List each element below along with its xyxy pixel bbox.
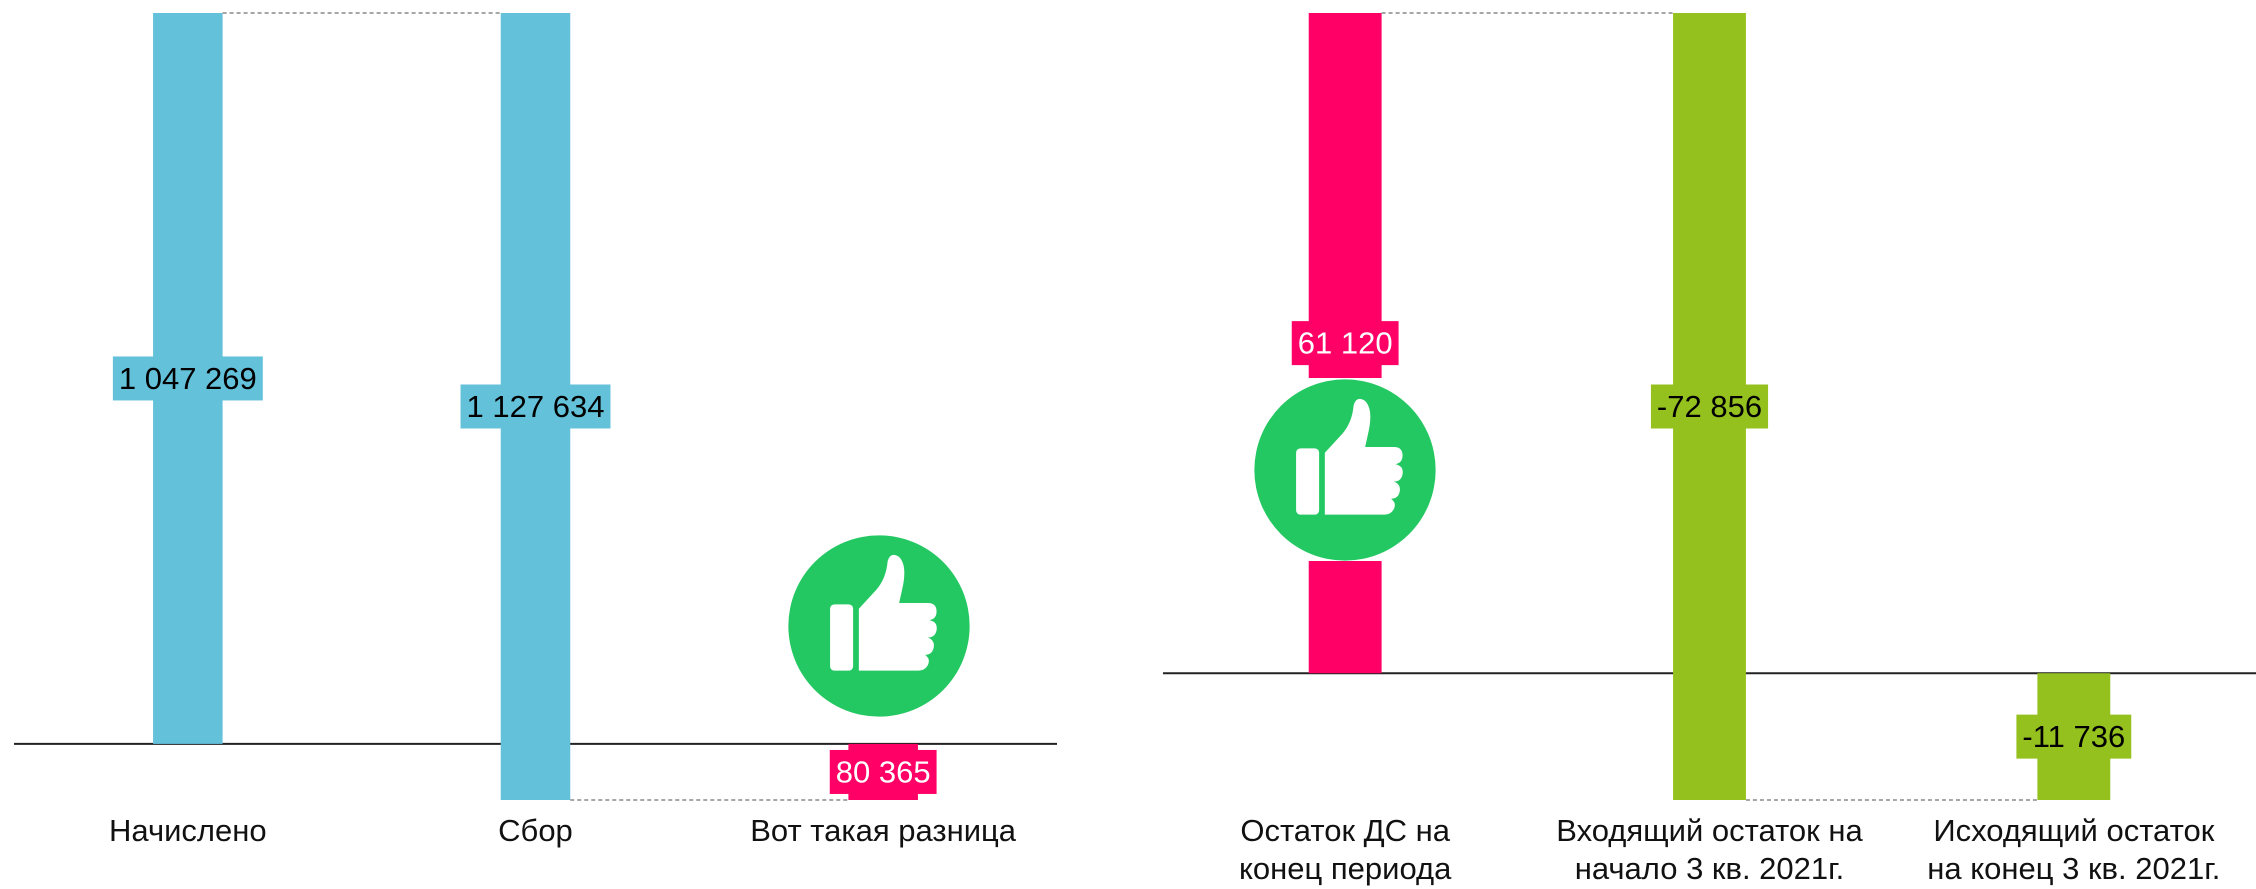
value-label: 1 047 269 [112, 356, 263, 401]
category-label: Остаток ДС на конец периода [1238, 813, 1452, 886]
value-label-bg [829, 749, 937, 794]
thumbs-up-icon [788, 535, 970, 717]
value-label-text: 1 047 269 [119, 361, 257, 396]
value-label-text: 80 365 [836, 754, 931, 789]
value-label: 80 365 [829, 749, 937, 794]
thumbs-up-icon [1254, 379, 1436, 561]
value-label: -72 856 [1650, 384, 1769, 429]
value-label-bg [1291, 321, 1399, 366]
category-label: Вот такая разница [750, 813, 1017, 848]
value-label-text: 61 120 [1298, 326, 1393, 361]
value-label-text: -11 736 [2022, 719, 2125, 754]
value-label: 1 127 634 [460, 384, 611, 429]
category-label: Начислено [109, 813, 267, 848]
value-label-bg [2016, 714, 2132, 759]
value-label: -11 736 [2016, 714, 2132, 759]
value-label-bg [1650, 384, 1769, 429]
category-label: Исходящий остаток на конец 3 кв. 2021г. [1927, 813, 2221, 886]
value-label: 61 120 [1291, 321, 1399, 366]
category-label: Сбор [498, 813, 573, 848]
value-label-text: 1 127 634 [467, 389, 605, 424]
value-label-text: -72 856 [1657, 389, 1762, 424]
category-label: Входящий остаток на начало 3 кв. 2021г. [1556, 813, 1863, 886]
value-label-bg [460, 384, 611, 429]
value-label-bg [112, 356, 263, 401]
